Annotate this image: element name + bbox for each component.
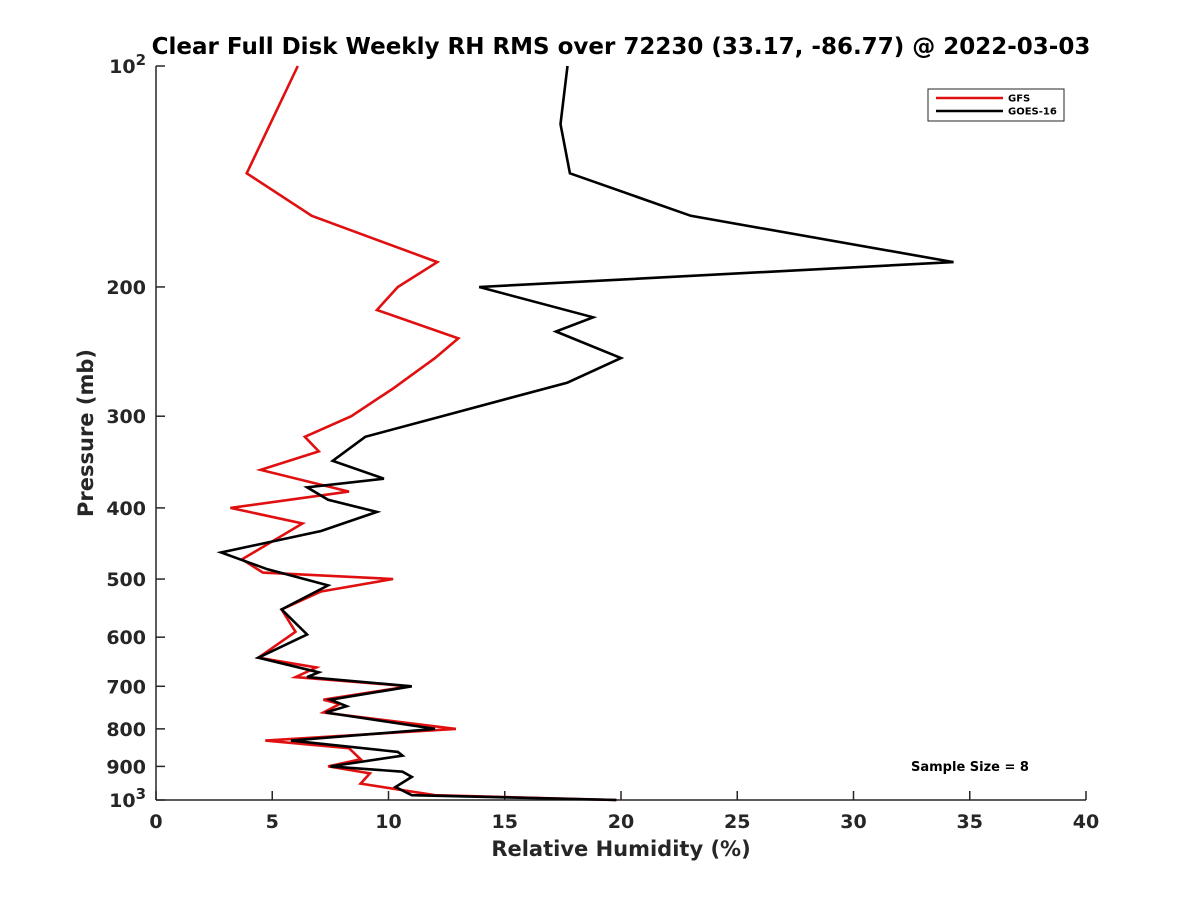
legend: GFS GOES-16 [927,88,1065,122]
x-tick-labels: 0 5 10 15 20 25 30 35 40 [149,811,1099,833]
y-tick-label: 600 [106,627,146,649]
sample-size-annotation: Sample Size = 8 [911,760,1029,775]
y-tick-label: 102 [109,51,146,78]
x-tick-label: 0 [149,811,162,833]
x-tick-label: 20 [608,811,634,833]
y-tick-label: 900 [106,756,146,778]
y-tick-label: 103 [109,785,146,812]
x-tick-label: 25 [724,811,750,833]
y-tick-labels: 102 200 300 400 500 600 700 800 900 103 [106,51,146,812]
y-tick-label: 200 [106,277,146,299]
y-tick-label: 300 [106,406,146,428]
x-tick-label: 5 [266,811,279,833]
series-layer [216,65,954,802]
y-tick-label: 700 [106,676,146,698]
legend-box [927,88,1065,122]
chart-title: Clear Full Disk Weekly RH RMS over 72230… [152,34,1091,60]
x-tick-label: 10 [375,811,401,833]
x-tick-label: 35 [957,811,983,833]
y-tick-label: 800 [106,719,146,741]
legend-label-gfs: GFS [1008,94,1030,105]
x-axis-label: Relative Humidity (%) [491,837,750,861]
x-tick-label: 40 [1073,811,1099,833]
series-line-gfs [230,65,617,802]
y-axis-label: Pressure (mb) [74,349,98,517]
y-tick-label: 400 [106,498,146,520]
legend-label-goes-16: GOES-16 [1008,107,1057,118]
y-tick-label: 500 [106,569,146,591]
series-line-goes-16 [216,65,954,802]
x-tick-label: 15 [492,811,518,833]
x-tick-label: 30 [840,811,866,833]
